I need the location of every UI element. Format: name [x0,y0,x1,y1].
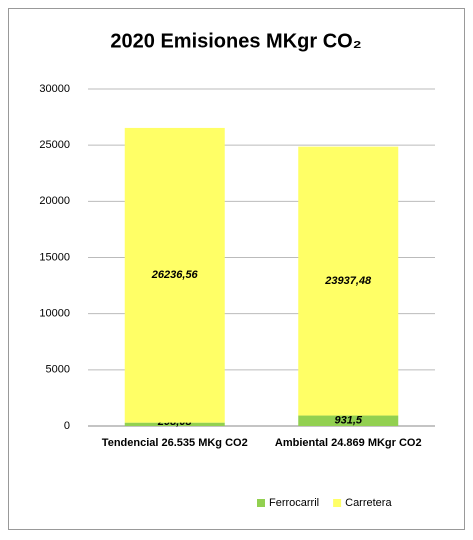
y-tick-label: 20000 [39,195,70,207]
y-tick-label: 15000 [39,251,70,263]
data-label: 931,5 [334,415,362,427]
chart-title: 2020 Emisiones MKgr CO₂ [110,30,361,52]
y-tick-label: 0 [64,420,70,432]
y-tick-label: 10000 [39,308,70,320]
bar-segment [298,415,399,426]
legend-label: Carretera [345,497,392,509]
y-tick-label: 30000 [39,83,70,95]
bar-segment [124,422,225,426]
x-tick-label: Ambiental 24.869 MKgr CO2 [274,437,422,449]
y-tick-label: 5000 [46,364,70,376]
data-label: 26236,56 [151,269,199,281]
legend-swatch [257,499,265,507]
legend-swatch [333,499,342,507]
legend-label: Ferrocarril [269,497,319,509]
bar-segment [124,127,225,423]
bar-segment [298,146,399,416]
data-label: 23937,48 [324,275,372,287]
y-tick-label: 25000 [39,139,70,151]
x-tick-label: Tendencial 26.535 MKg CO2 [101,437,248,449]
